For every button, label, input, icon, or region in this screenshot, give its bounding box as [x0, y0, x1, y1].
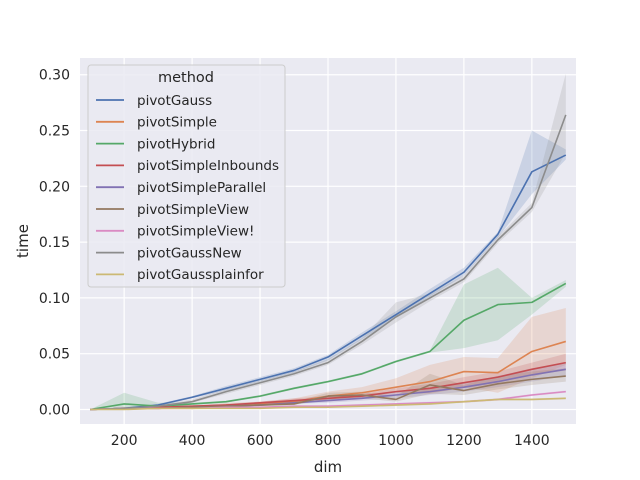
legend-entry: pivotSimpleInbounds [137, 158, 279, 174]
legend-entry: pivotGaussplainfor [137, 267, 264, 283]
legend-entry: pivotSimpleView [137, 202, 249, 218]
x-tick-label: 1000 [378, 433, 414, 449]
y-axis-ticks: 0.00 0.05 0.10 0.15 0.20 0.25 0.30 [39, 68, 70, 419]
legend-entry: pivotSimple [137, 115, 217, 131]
legend-entry: pivotGauss [137, 93, 212, 109]
x-tick-label: 200 [111, 433, 138, 449]
legend-entry: pivotSimpleParallel [137, 180, 266, 196]
x-axis-ticks: 200 400 600 800 1000 1200 1400 [111, 433, 550, 449]
y-tick-label: 0.10 [39, 291, 70, 307]
x-tick-label: 1400 [514, 433, 550, 449]
y-tick-label: 0.25 [39, 124, 70, 140]
x-tick-label: 400 [179, 433, 206, 449]
legend-entry: pivotGaussNew [137, 245, 242, 261]
y-axis-label: time [14, 224, 32, 258]
y-tick-label: 0.05 [39, 347, 70, 363]
legend-entry: pivotHybrid [137, 136, 215, 152]
legend: method pivotGauss pivotSimple pivotHybrid p… [87, 64, 286, 288]
y-tick-label: 0.30 [39, 68, 70, 84]
series-band [90, 307, 566, 410]
x-axis-label: dim [314, 458, 342, 476]
series-line [90, 361, 566, 411]
x-tick-label: 800 [315, 433, 342, 449]
legend-entry: pivotSimpleView! [137, 224, 254, 240]
y-tick-label: 0.00 [39, 402, 70, 418]
x-tick-label: 1200 [446, 433, 482, 449]
y-tick-label: 0.15 [39, 235, 70, 251]
series-line [90, 397, 566, 411]
x-tick-label: 600 [247, 433, 274, 449]
series-line [90, 114, 567, 411]
legend-box [87, 64, 286, 288]
legend-title: method [158, 70, 214, 86]
y-tick-label: 0.20 [39, 179, 70, 195]
series-line [90, 154, 567, 411]
series-lines [90, 114, 567, 411]
